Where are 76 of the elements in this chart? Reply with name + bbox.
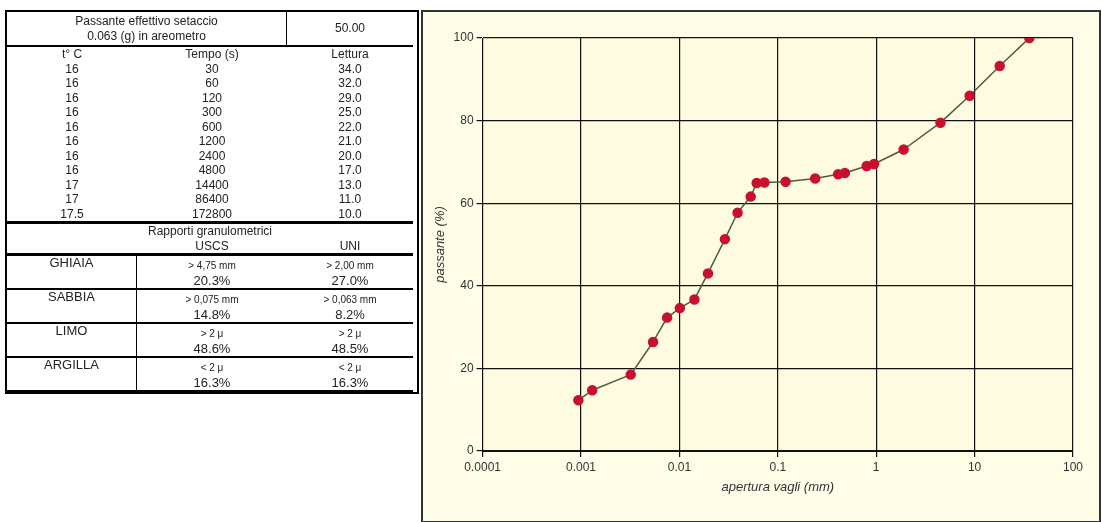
text: 16 bbox=[64, 148, 80, 163]
text: 30 bbox=[204, 61, 220, 76]
text: 120 bbox=[201, 90, 223, 105]
text: 16 bbox=[64, 134, 80, 149]
x-tick-label: 100 bbox=[1062, 459, 1084, 474]
text: 20.0 bbox=[337, 148, 363, 163]
text: 16 bbox=[64, 76, 80, 91]
text: 60 bbox=[204, 76, 220, 91]
text: 14400 bbox=[194, 177, 230, 192]
text: 8.2% bbox=[287, 306, 413, 324]
text: 172800 bbox=[137, 206, 287, 224]
text: 16 bbox=[64, 61, 80, 76]
text: SABBIA bbox=[7, 289, 137, 324]
text: < 2 μ bbox=[199, 361, 225, 375]
x-tick-label: 0.001 bbox=[566, 459, 597, 474]
y-tick-label: 60 bbox=[460, 195, 474, 210]
text: 16.3% bbox=[137, 374, 287, 392]
text: Tempo (s) bbox=[184, 47, 240, 62]
text: 34.0 bbox=[337, 61, 363, 76]
text: 10.0 bbox=[287, 206, 413, 224]
text: 16 bbox=[64, 105, 80, 120]
text: 300 bbox=[201, 105, 223, 120]
text: 20.3% bbox=[137, 272, 287, 290]
x-tick-label: 1 bbox=[872, 459, 880, 474]
text: 21.0 bbox=[337, 134, 363, 149]
text: 11.0 bbox=[337, 192, 363, 207]
text: 17.0 bbox=[337, 163, 363, 178]
y-tick-label: 0 bbox=[466, 443, 474, 458]
text: 17 bbox=[64, 192, 80, 207]
text: USCS bbox=[137, 238, 287, 256]
text: 86400 bbox=[194, 192, 230, 207]
x-tick-label: 0.01 bbox=[667, 459, 692, 474]
text: 16 bbox=[64, 90, 80, 105]
x-tick-label: 0.1 bbox=[769, 459, 787, 474]
text: Passante effettivo setaccio 0.063 (g) in areometro bbox=[7, 12, 287, 47]
text: Lettura bbox=[330, 47, 370, 62]
text: t° C bbox=[60, 47, 84, 62]
y-tick-label: 80 bbox=[460, 112, 474, 127]
text: 14.8% bbox=[137, 306, 287, 324]
text: ARGILLA bbox=[7, 357, 137, 392]
text: 1200 bbox=[197, 134, 227, 149]
text: 16.3% bbox=[287, 374, 413, 392]
text: 16 bbox=[64, 163, 80, 178]
text: 17.5 bbox=[7, 206, 137, 224]
text: > 2,00 mm bbox=[325, 259, 375, 273]
text: 27.0% bbox=[287, 272, 413, 290]
text: > 2 μ bbox=[337, 327, 363, 341]
x-axis-title: apertura vagli (mm) bbox=[721, 478, 835, 494]
text: < 2 μ bbox=[337, 361, 363, 375]
text: > 0,063 mm bbox=[322, 293, 378, 307]
text: 2400 bbox=[197, 148, 227, 163]
text: 25.0 bbox=[337, 105, 363, 120]
text: 29.0 bbox=[337, 90, 363, 105]
text: LIMO bbox=[7, 323, 137, 358]
text: UNI bbox=[287, 238, 413, 256]
text: 13.0 bbox=[337, 177, 363, 192]
text: > 0,075 mm bbox=[184, 293, 240, 307]
text: 17 bbox=[64, 177, 80, 192]
text: 4800 bbox=[197, 163, 227, 178]
text: Rapporti granulometrici bbox=[146, 224, 274, 239]
text: GHIAIA bbox=[7, 255, 137, 290]
text: 50.00 bbox=[287, 12, 413, 47]
x-tick-label: 10 bbox=[967, 459, 982, 474]
text: 48.6% bbox=[137, 340, 287, 358]
x-tick-label: 0.0001 bbox=[464, 459, 502, 474]
text: 16 bbox=[64, 119, 80, 134]
text: > 2 μ bbox=[199, 327, 225, 341]
y-tick-label: 40 bbox=[460, 278, 474, 293]
text: 22.0 bbox=[337, 119, 363, 134]
text: 48.5% bbox=[287, 340, 413, 358]
y-tick-label: 20 bbox=[460, 360, 474, 375]
y-axis-title: passante (%) bbox=[432, 206, 448, 284]
text: 32.0 bbox=[337, 76, 363, 91]
text: > 4,75 mm bbox=[187, 259, 237, 273]
text: 600 bbox=[201, 119, 223, 134]
y-tick-label: 100 bbox=[453, 30, 474, 45]
